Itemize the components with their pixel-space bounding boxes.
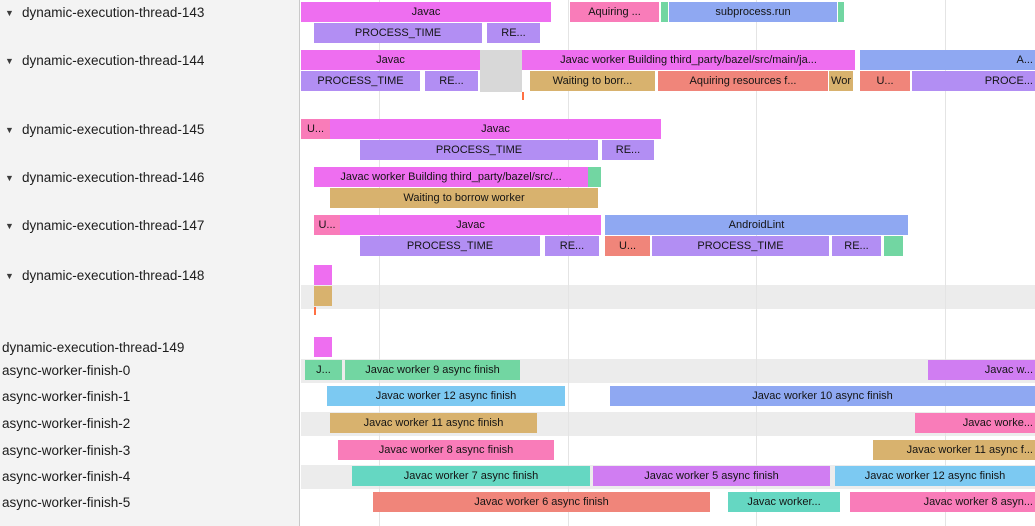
collapse-arrow-icon[interactable]: ▼	[5, 172, 14, 183]
track-name-label: dynamic-execution-thread-147	[22, 218, 205, 233]
timeline-gridline	[756, 0, 757, 526]
trace-span-a[interactable]: A...	[860, 50, 1035, 70]
trace-span-wor[interactable]: Wor	[829, 71, 853, 91]
trace-span-javac-worker-11-async-f[interactable]: Javac worker 11 async f...	[873, 440, 1035, 460]
trace-span[interactable]	[314, 265, 332, 285]
trace-span-javac-worker-8-asyn[interactable]: Javac worker 8 asyn...	[850, 492, 1035, 512]
trace-span-u[interactable]: U...	[301, 119, 330, 139]
track-name-label: async-worker-finish-5	[2, 495, 131, 510]
trace-span-javac-worker-10-async-finish[interactable]: Javac worker 10 async finish	[610, 386, 1035, 406]
track-name-label: dynamic-execution-thread-144	[22, 53, 205, 68]
track-name-label: async-worker-finish-0	[2, 363, 131, 378]
trace-span-javac-worker-5-async-finish[interactable]: Javac worker 5 async finish	[593, 466, 830, 486]
sidebar-item-dynamic-execution-thread-148[interactable]: ▼ dynamic-execution-thread-148	[0, 265, 299, 286]
sidebar-item-async-worker-finish-5[interactable]: async-worker-finish-5	[0, 492, 299, 513]
track-name-label: dynamic-execution-thread-149	[2, 340, 185, 355]
sidebar-item-async-worker-finish-3[interactable]: async-worker-finish-3	[0, 440, 299, 461]
sidebar-item-dynamic-execution-thread-149[interactable]: dynamic-execution-thread-149	[0, 337, 299, 358]
trace-span-process-time[interactable]: PROCESS_TIME	[314, 23, 482, 43]
trace-span-proce[interactable]: PROCE...	[912, 71, 1035, 91]
timeline-gridline	[379, 0, 380, 526]
timeline-canvas[interactable]: Javac Aquiring ... subprocess.run PROCESS_T…	[301, 0, 1035, 526]
collapse-arrow-icon[interactable]: ▼	[5, 55, 14, 66]
trace-span-re[interactable]: RE...	[832, 236, 881, 256]
sidebar-item-dynamic-execution-thread-146[interactable]: ▼ dynamic-execution-thread-146	[0, 167, 299, 188]
trace-span-javac-worker-8-async-finish[interactable]: Javac worker 8 async finish	[338, 440, 554, 460]
trace-span-javac-worker[interactable]: Javac worker...	[728, 492, 840, 512]
trace-span-re[interactable]: RE...	[602, 140, 654, 160]
timeline-gridline	[945, 0, 946, 526]
trace-span-javac-worker-9-async-finish[interactable]: Javac worker 9 async finish	[345, 360, 520, 380]
trace-span-subprocess-run[interactable]: subprocess.run	[669, 2, 837, 22]
trace-span-waiting-to-borrow-worker[interactable]: Waiting to borrow worker	[330, 188, 598, 208]
trace-span-javac[interactable]: Javac	[301, 50, 480, 70]
collapse-arrow-icon[interactable]: ▼	[5, 124, 14, 135]
sidebar-item-async-worker-finish-2[interactable]: async-worker-finish-2	[0, 413, 299, 434]
trace-span-javac[interactable]: Javac	[330, 119, 661, 139]
sidebar-item-async-worker-finish-4[interactable]: async-worker-finish-4	[0, 466, 299, 487]
track-name-label: dynamic-execution-thread-148	[22, 268, 205, 283]
trace-span-javac-worker-6-async-finish[interactable]: Javac worker 6 async finish	[373, 492, 710, 512]
trace-span-javac[interactable]: Javac	[301, 2, 551, 22]
trace-span-process-time[interactable]: PROCESS_TIME	[360, 236, 540, 256]
trace-span-javac-worke[interactable]: Javac worke...	[915, 413, 1035, 433]
trace-span-javac-worker-building-third-party-bazel-src-main-ja[interactable]: Javac worker Building third_party/bazel/…	[522, 50, 855, 70]
trace-span-re[interactable]: RE...	[487, 23, 540, 43]
trace-span[interactable]	[314, 286, 332, 306]
trace-span-process-time[interactable]: PROCESS_TIME	[652, 236, 829, 256]
trace-span-u[interactable]: U...	[605, 236, 650, 256]
trace-span[interactable]	[588, 167, 601, 187]
collapse-arrow-icon[interactable]: ▼	[5, 220, 14, 231]
sidebar-item-dynamic-execution-thread-145[interactable]: ▼ dynamic-execution-thread-145	[0, 119, 299, 140]
trace-span[interactable]	[884, 236, 903, 256]
trace-span-androidlint[interactable]: AndroidLint	[605, 215, 908, 235]
trace-span-aquiring[interactable]: Aquiring ...	[570, 2, 659, 22]
trace-span-process-time[interactable]: PROCESS_TIME	[301, 71, 420, 91]
sidebar-item-dynamic-execution-thread-147[interactable]: ▼ dynamic-execution-thread-147	[0, 215, 299, 236]
trace-span-javac-worker-7-async-finish[interactable]: Javac worker 7 async finish	[352, 466, 590, 486]
timeline-gridline	[568, 0, 569, 526]
sidebar-item-async-worker-finish-1[interactable]: async-worker-finish-1	[0, 386, 299, 407]
collapse-arrow-icon[interactable]: ▼	[5, 270, 14, 281]
track-name-label: async-worker-finish-2	[2, 416, 131, 431]
trace-span[interactable]	[661, 2, 668, 22]
trace-span-process-time[interactable]: PROCESS_TIME	[360, 140, 598, 160]
sidebar-item-dynamic-execution-thread-143[interactable]: ▼ dynamic-execution-thread-143	[0, 2, 299, 23]
row-background	[301, 285, 1035, 309]
sidebar-item-async-worker-finish-0[interactable]: async-worker-finish-0	[0, 360, 299, 381]
track-name-label: async-worker-finish-4	[2, 469, 131, 484]
trace-span-javac-worker-11-async-finish[interactable]: Javac worker 11 async finish	[330, 413, 537, 433]
trace-span-javac-worker-12-async-finish[interactable]: Javac worker 12 async finish	[835, 466, 1035, 486]
trace-span-javac[interactable]: Javac	[340, 215, 601, 235]
collapse-arrow-icon[interactable]: ▼	[5, 7, 14, 18]
track-name-label: dynamic-execution-thread-146	[22, 170, 205, 185]
sidebar-item-dynamic-execution-thread-144[interactable]: ▼ dynamic-execution-thread-144	[0, 50, 299, 71]
track-name-label: dynamic-execution-thread-145	[22, 122, 205, 137]
trace-span-waiting-to-borr[interactable]: Waiting to borr...	[530, 71, 655, 91]
trace-span[interactable]	[314, 337, 332, 357]
trace-span-javac-worker-12-async-finish[interactable]: Javac worker 12 async finish	[327, 386, 565, 406]
track-label-sidebar: ▼ dynamic-execution-thread-143 ▼ dynamic-ex…	[0, 0, 300, 526]
trace-span[interactable]	[480, 50, 522, 92]
trace-span-j[interactable]: J...	[305, 360, 342, 380]
trace-span-u[interactable]: U...	[314, 215, 340, 235]
trace-span-re[interactable]: RE...	[425, 71, 478, 91]
trace-span-re[interactable]: RE...	[545, 236, 599, 256]
track-name-label: async-worker-finish-1	[2, 389, 131, 404]
trace-span-javac-w[interactable]: Javac w...	[928, 360, 1035, 380]
instant-event-marker[interactable]	[522, 92, 524, 100]
trace-span-u[interactable]: U...	[860, 71, 910, 91]
trace-span-aquiring-resources-f[interactable]: Aquiring resources f...	[658, 71, 828, 91]
track-name-label: dynamic-execution-thread-143	[22, 5, 205, 20]
trace-span-javac-worker-building-third-party-bazel-src[interactable]: Javac worker Building third_party/bazel/…	[314, 167, 588, 187]
trace-span[interactable]	[838, 2, 844, 22]
track-name-label: async-worker-finish-3	[2, 443, 131, 458]
instant-event-marker[interactable]	[314, 307, 316, 315]
